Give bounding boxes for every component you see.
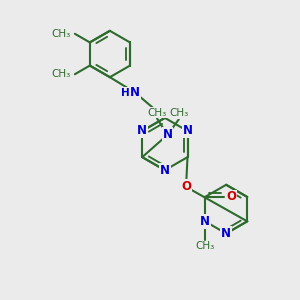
Text: N: N xyxy=(163,128,172,141)
Text: O: O xyxy=(181,180,191,194)
Text: N: N xyxy=(130,86,140,99)
Text: N: N xyxy=(137,124,147,137)
Text: CH₃: CH₃ xyxy=(147,108,167,118)
Text: CH₃: CH₃ xyxy=(169,108,188,118)
Text: N: N xyxy=(221,227,231,240)
Text: N: N xyxy=(200,215,210,228)
Text: CH₃: CH₃ xyxy=(51,29,70,39)
Text: N: N xyxy=(160,164,170,177)
Text: CH₃: CH₃ xyxy=(195,241,215,251)
Text: H: H xyxy=(121,88,130,98)
Text: CH₃: CH₃ xyxy=(51,69,70,79)
Text: N: N xyxy=(182,124,193,137)
Text: O: O xyxy=(226,190,236,203)
